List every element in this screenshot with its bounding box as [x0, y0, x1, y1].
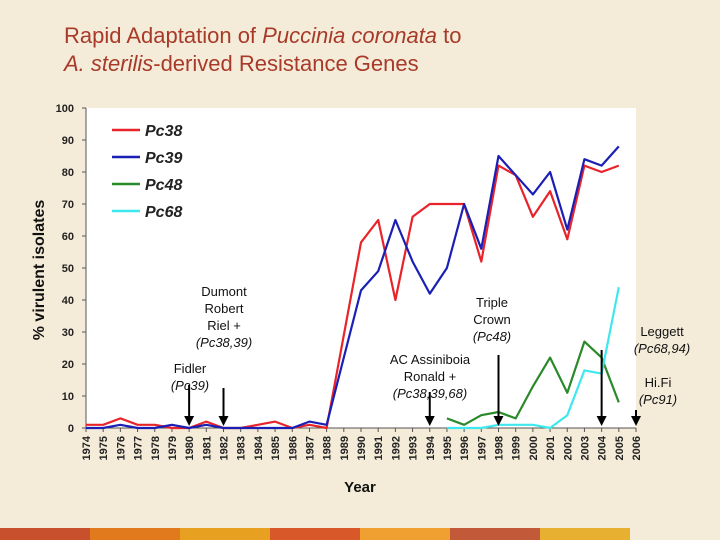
legend-label: Pc38 — [145, 123, 182, 140]
x-tick-label: 1984 — [253, 435, 265, 460]
annotation: Leggett (Pc68,94) — [596, 324, 690, 426]
x-tick-label: 2003 — [579, 436, 591, 460]
annotation-label-line: Hi.Fi — [645, 375, 672, 390]
x-tick-label: 1978 — [150, 436, 162, 460]
x-tick-label: 1992 — [390, 436, 402, 460]
x-tick-label: 1986 — [287, 436, 299, 460]
x-tick-label: 1974 — [81, 435, 93, 460]
x-tick-label: 1989 — [339, 436, 351, 460]
title-species: Puccinia coronata — [262, 23, 438, 48]
x-tick-label: 1981 — [201, 436, 213, 460]
series-line-pc39 — [86, 145, 620, 430]
annotation-label-line: Fidler — [174, 361, 207, 376]
x-tick-label: 2001 — [545, 436, 557, 460]
x-tick-label: 1979 — [167, 436, 179, 460]
footer-color-segment — [450, 528, 540, 540]
annotation: Triple Crown (Pc48) — [473, 295, 511, 426]
slide-title: Rapid Adaptation of Puccinia coronata to… — [64, 22, 684, 78]
footer-color-segment — [180, 528, 270, 540]
y-tick-label: 50 — [62, 263, 74, 275]
annotation-arrow-head — [218, 416, 229, 426]
footer-color-segment — [540, 528, 630, 540]
title-host: A. sterilis — [64, 51, 154, 76]
x-tick-label: 1988 — [322, 436, 334, 460]
series-line-pc68 — [446, 286, 620, 430]
x-tick-label: 2005 — [614, 436, 626, 460]
x-tick-label: 1999 — [511, 436, 523, 460]
x-tick-label: 1983 — [236, 436, 248, 460]
x-tick-label: 2006 — [631, 436, 643, 460]
y-tick-label: 0 — [68, 423, 74, 435]
y-tick-label: 10 — [62, 391, 74, 403]
x-tick-label: 2000 — [528, 436, 540, 460]
x-tick-label: 1995 — [442, 436, 454, 460]
x-tick-label: 1976 — [115, 436, 127, 460]
annotation-label-line: Riel + — [207, 318, 241, 333]
series-line-pc38 — [86, 164, 620, 430]
x-tick-label: 1982 — [219, 436, 231, 460]
annotation: Fidler(Pc39) — [171, 361, 209, 426]
annotation-arrow-head — [631, 416, 641, 426]
legend-label: Pc68 — [145, 204, 182, 221]
y-tick-label: 40 — [62, 295, 74, 307]
annotation-label-line: Leggett — [640, 324, 684, 339]
x-tick-label: 2002 — [562, 436, 574, 460]
x-tick-label: 1998 — [494, 436, 506, 460]
x-tick-label: 1985 — [270, 436, 282, 460]
x-tick-label: 1980 — [184, 436, 196, 460]
x-tick-label: 1993 — [408, 436, 420, 460]
annotation-label-line: AC Assiniboia — [390, 352, 471, 367]
annotation-label-line: (Pc48) — [473, 329, 511, 344]
y-tick-label: 60 — [62, 231, 74, 243]
y-tick-label: 100 — [56, 103, 74, 115]
series-line-pc48 — [446, 340, 620, 426]
y-axis-label: % virulent isolates — [31, 200, 48, 341]
footer-color-segment — [0, 528, 90, 540]
annotation-label-line: Robert — [204, 301, 243, 316]
x-tick-label: 1991 — [373, 436, 385, 460]
x-tick-label: 2004 — [597, 435, 609, 460]
title-text-2: to — [437, 23, 462, 48]
annotation-label-line: (Pc38,39) — [196, 335, 252, 350]
footer-color-bar — [0, 528, 630, 540]
title-text-3: -derived Resistance Genes — [153, 51, 419, 76]
x-tick-label: 1977 — [133, 436, 145, 460]
legend-box — [104, 114, 194, 240]
y-tick-label: 80 — [62, 167, 74, 179]
annotation-arrow-head — [493, 416, 504, 426]
x-tick-label: 1975 — [98, 436, 110, 460]
annotation: Hi.Fi (Pc91) — [631, 375, 677, 426]
annotation-label-line: (Pc68,94) — [634, 341, 690, 356]
x-tick-label: 1996 — [459, 436, 471, 460]
annotation-arrow-head — [184, 416, 195, 426]
legend: Pc38 Pc39 Pc48 Pc68 — [104, 114, 194, 240]
x-tick-label: 1987 — [304, 436, 316, 460]
annotation-label-line: Ronald + — [404, 369, 456, 384]
x-tick-label: 1997 — [476, 436, 488, 460]
y-tick-label: 20 — [62, 359, 74, 371]
footer-color-segment — [90, 528, 180, 540]
y-tick-label: 30 — [62, 327, 74, 339]
title-text-1: Rapid Adaptation of — [64, 23, 263, 48]
y-tick-label: 70 — [62, 199, 74, 211]
footer-color-segment — [270, 528, 360, 540]
annotation-label-line: Crown — [473, 312, 511, 327]
x-tick-label: 1990 — [356, 436, 368, 460]
annotation-label-line: (Pc91) — [639, 392, 677, 407]
x-tick-label: 1994 — [425, 435, 437, 460]
y-tick-label: 90 — [62, 135, 74, 147]
annotation-arrow-head — [424, 416, 435, 426]
footer-color-segment — [360, 528, 450, 540]
annotation-label-line: Triple — [476, 295, 508, 310]
annotation: Dumont Robert Riel + (Pc38,39) — [196, 284, 252, 426]
annotation-label-line: Dumont — [201, 284, 247, 299]
legend-label: Pc48 — [145, 177, 182, 194]
annotation-arrow-head — [596, 416, 607, 426]
legend-label: Pc39 — [145, 150, 182, 167]
x-axis-label: Year — [344, 479, 376, 496]
